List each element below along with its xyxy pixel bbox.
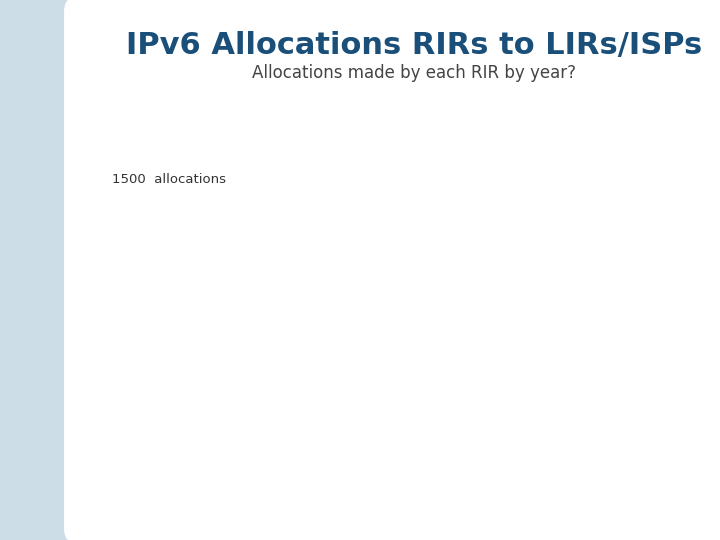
Bar xyxy=(367,474,373,475)
Bar xyxy=(659,368,664,475)
Bar xyxy=(266,474,271,475)
Bar xyxy=(325,474,330,475)
Bar xyxy=(542,391,548,475)
Bar xyxy=(521,470,526,475)
Bar xyxy=(399,468,404,475)
Bar xyxy=(531,466,537,475)
Bar xyxy=(282,474,288,475)
Bar xyxy=(611,389,616,475)
Bar xyxy=(319,465,325,475)
Bar xyxy=(271,469,276,475)
Bar xyxy=(330,441,336,475)
Bar xyxy=(616,406,621,475)
Bar xyxy=(574,428,580,475)
Text: IPv6 Allocations RIRs to LIRs/ISPs: IPv6 Allocations RIRs to LIRs/ISPs xyxy=(126,31,702,60)
Bar xyxy=(580,458,585,475)
Bar xyxy=(495,470,500,475)
Bar xyxy=(563,474,568,475)
Bar xyxy=(288,457,293,475)
Bar xyxy=(356,466,361,475)
Bar xyxy=(229,471,234,475)
Bar xyxy=(647,446,653,475)
Bar xyxy=(410,463,415,475)
Bar xyxy=(373,441,378,475)
Bar xyxy=(605,465,611,475)
Text: 1500  allocations: 1500 allocations xyxy=(112,173,225,186)
Bar xyxy=(308,474,314,475)
Bar xyxy=(585,367,590,475)
Bar xyxy=(664,406,670,475)
Bar xyxy=(415,451,420,475)
Bar xyxy=(186,474,192,475)
Bar xyxy=(192,474,197,475)
Bar xyxy=(526,441,531,475)
Bar xyxy=(489,455,495,475)
Bar xyxy=(483,460,489,475)
Bar xyxy=(568,438,574,475)
Bar xyxy=(441,466,446,475)
Bar xyxy=(361,464,367,475)
Bar xyxy=(478,470,483,475)
Bar xyxy=(627,314,633,475)
Bar xyxy=(537,448,542,475)
Bar xyxy=(314,469,319,475)
Bar xyxy=(670,243,675,475)
Bar xyxy=(234,474,240,475)
Text: Allocations made by each RIR by year?: Allocations made by each RIR by year? xyxy=(252,64,576,82)
Legend: AfriNIC, APNIC, ARIN, LACNIC, RIPE NCC: AfriNIC, APNIC, ARIN, LACNIC, RIPE NCC xyxy=(194,145,543,167)
Bar xyxy=(653,387,659,475)
Bar xyxy=(452,471,457,475)
Bar xyxy=(446,465,452,475)
Bar xyxy=(203,472,209,475)
Bar xyxy=(144,474,150,475)
Bar xyxy=(457,460,463,475)
Bar xyxy=(246,471,251,475)
Bar xyxy=(436,470,441,475)
Bar xyxy=(404,460,410,475)
Bar xyxy=(500,441,505,475)
Bar xyxy=(161,474,166,475)
Bar xyxy=(276,467,282,475)
Bar xyxy=(621,438,627,475)
